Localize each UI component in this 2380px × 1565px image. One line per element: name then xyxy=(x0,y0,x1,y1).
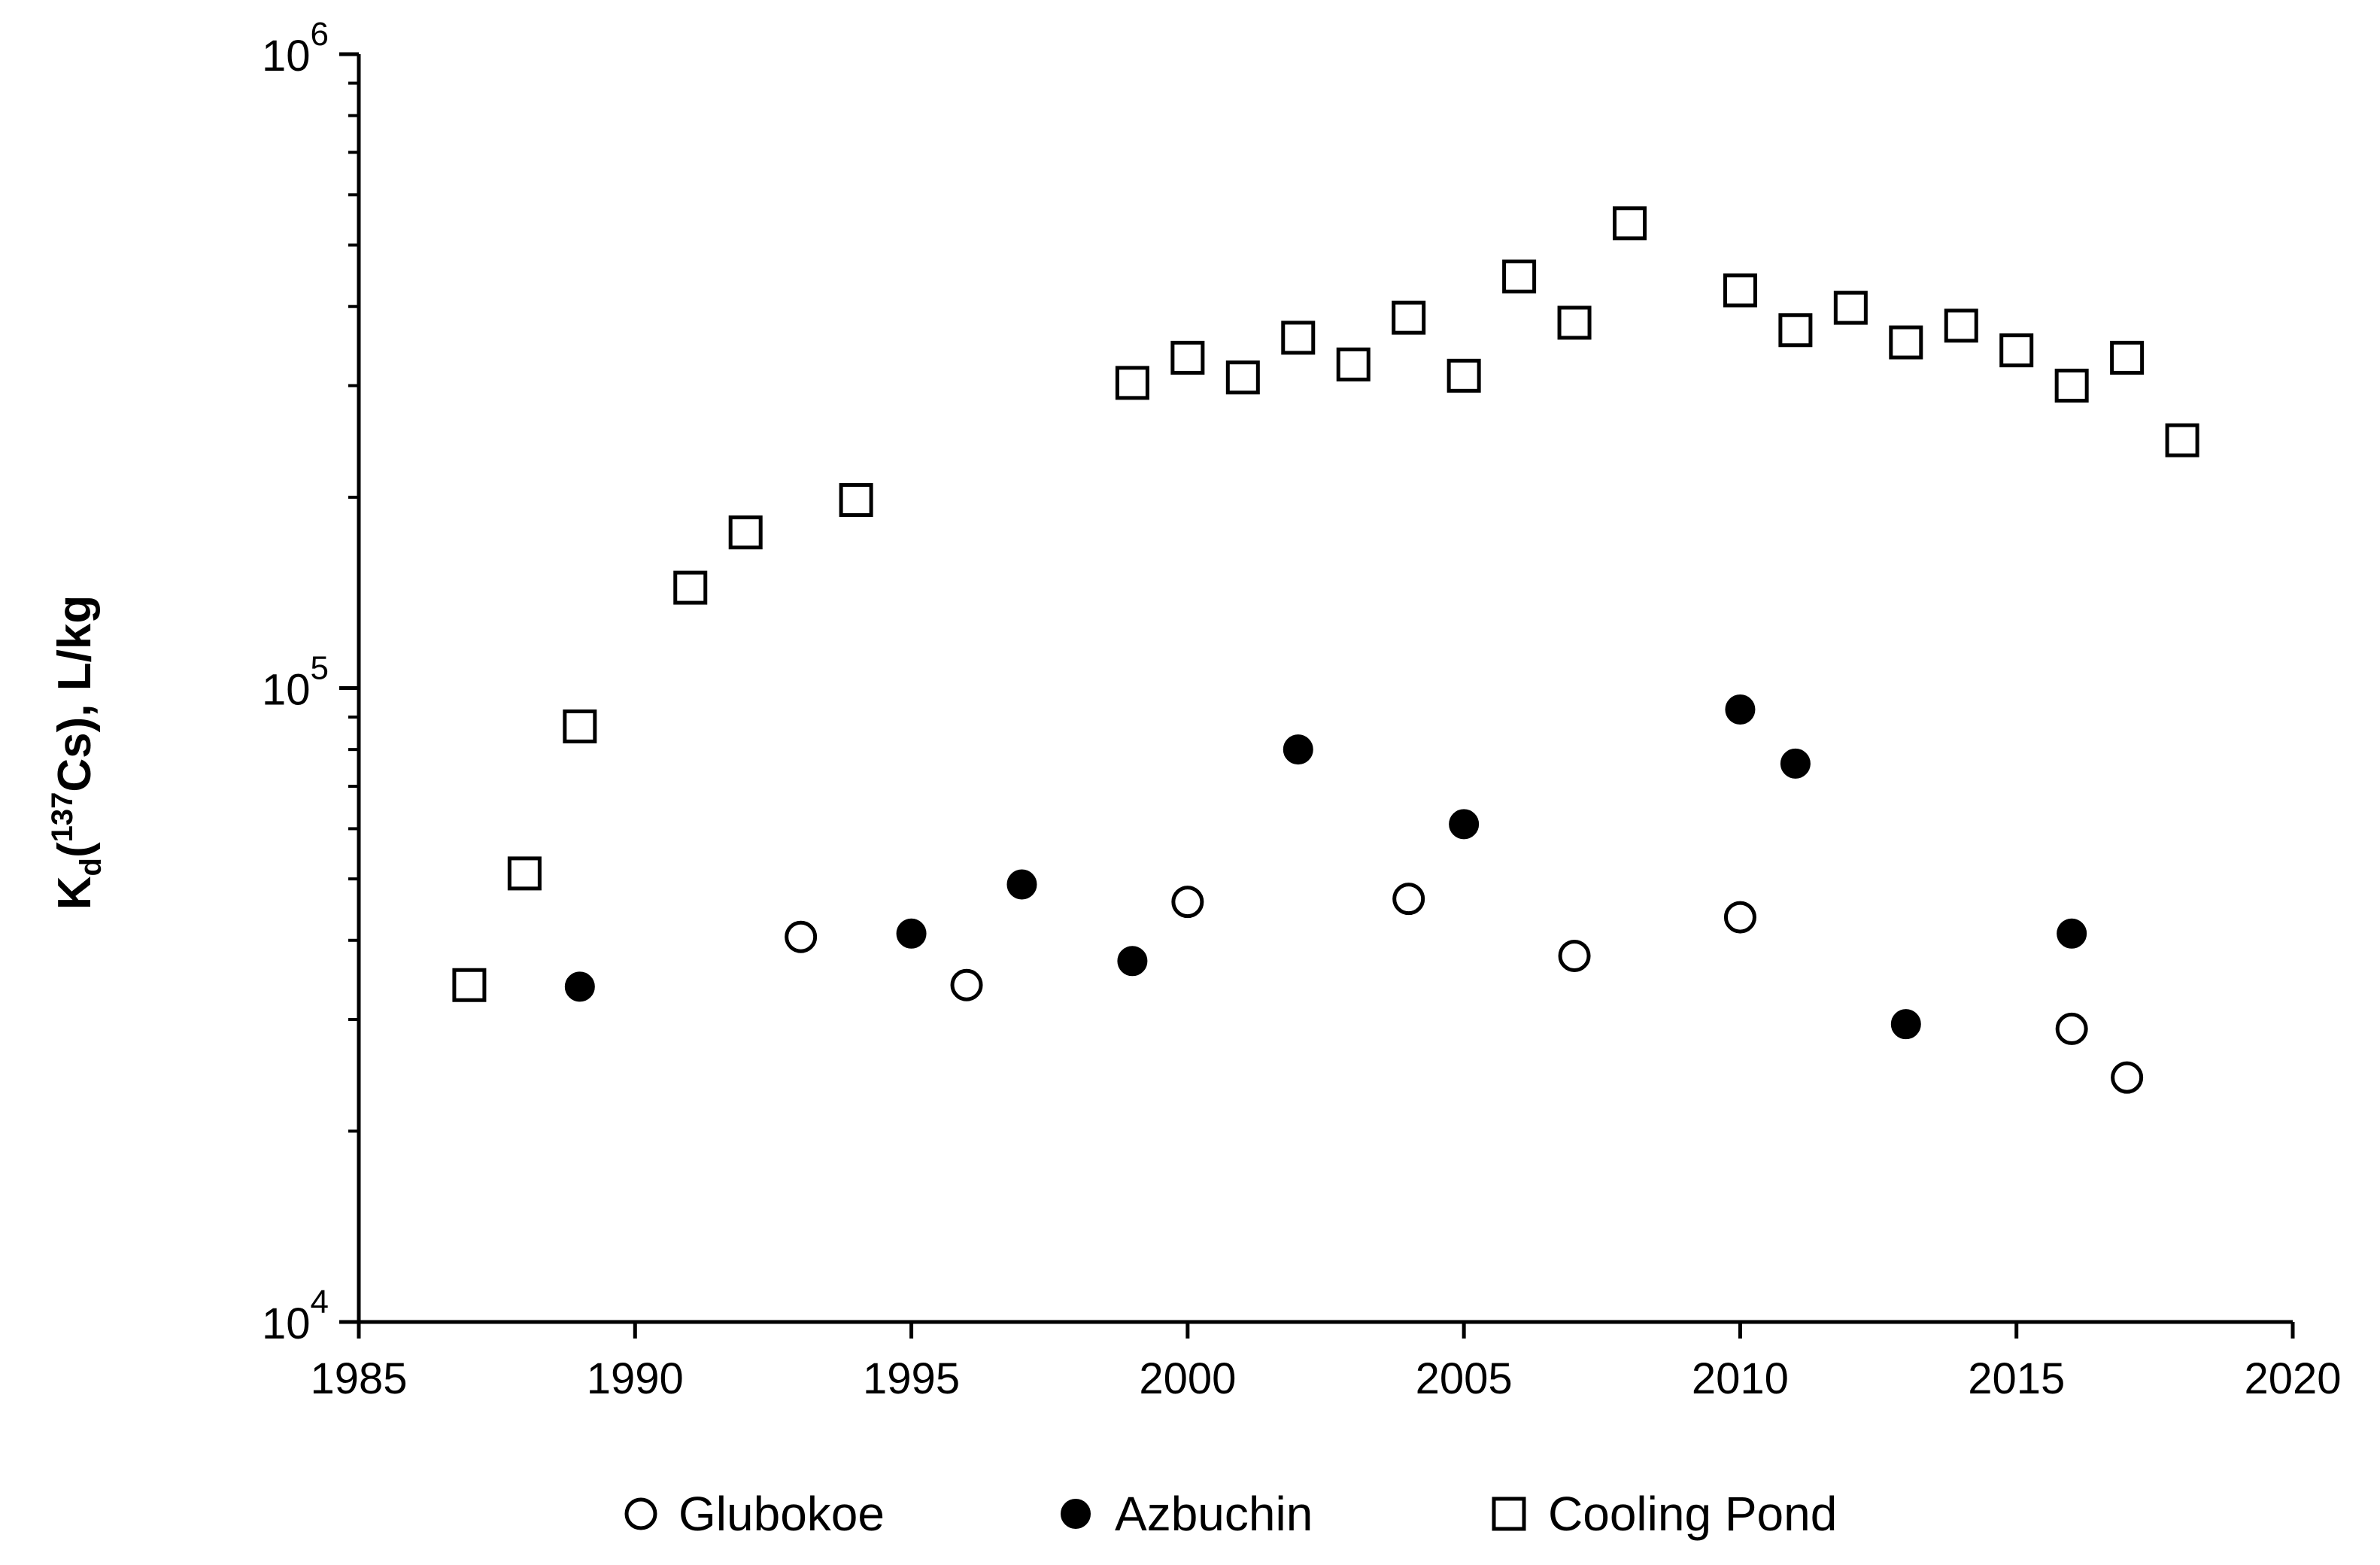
series-glubokoe xyxy=(785,883,2144,1094)
y-axis-label-prefix: K xyxy=(49,876,101,910)
azbuchin-point xyxy=(896,918,927,949)
x-tick-label: 2015 xyxy=(1968,1354,2065,1403)
x-tick-label: 1990 xyxy=(587,1354,684,1403)
y-axis-label-rest: Cs), L/kg xyxy=(49,595,101,792)
x-tick-label: 2000 xyxy=(1139,1354,1236,1403)
y-tick-label: 105 xyxy=(262,650,329,715)
azbuchin-point xyxy=(1890,1009,1921,1040)
cooling-pond-point xyxy=(1447,358,1481,393)
glubokoe-point xyxy=(1171,886,1204,919)
cooling-pond-point xyxy=(839,483,873,518)
cooling-pond-point xyxy=(1170,340,1205,375)
cooling-pond-point xyxy=(2054,369,2089,403)
cooling-pond-point xyxy=(563,709,597,743)
cooling-pond-point xyxy=(1889,325,1923,360)
legend-label-cooling-pond: Cooling Pond xyxy=(1548,1487,1837,1541)
cooling-pond-point xyxy=(1225,360,1260,395)
x-tick-label: 2005 xyxy=(1416,1354,1513,1403)
glubokoe-point xyxy=(950,968,983,1001)
x-tick-labels: 1985 1990 1995 2000 2005 2010 2015 2020 xyxy=(310,1354,2341,1403)
cooling-pond-point xyxy=(2110,340,2145,375)
cooling-pond-point xyxy=(1115,366,1149,400)
series-cooling-pond xyxy=(452,206,2199,1002)
cooling-pond-point xyxy=(1944,308,1978,343)
glubokoe-point xyxy=(1558,939,1591,972)
cooling-pond-point xyxy=(1392,300,1426,335)
azbuchin-point xyxy=(1725,694,1756,725)
x-tick-label: 1985 xyxy=(310,1354,407,1403)
cooling-pond-point xyxy=(1778,313,1813,348)
cooling-pond-point xyxy=(1502,259,1537,293)
cooling-pond-point xyxy=(1999,333,2034,368)
x-tick-label: 2010 xyxy=(1692,1354,1789,1403)
y-tick-label: 106 xyxy=(262,16,329,81)
cooling-pond-point xyxy=(1336,347,1371,381)
data-points xyxy=(452,206,2199,1094)
x-tick-label: 2020 xyxy=(2244,1354,2341,1403)
cooling-pond-point xyxy=(1833,290,1868,325)
legend: Glubokoe Azbuchin Cooling Pond xyxy=(624,1487,1837,1541)
y-tick-base: 10 xyxy=(262,32,311,81)
y-tick-exponent: 6 xyxy=(311,16,329,53)
cooling-pond-point xyxy=(728,515,763,550)
series-azbuchin xyxy=(564,694,2087,1040)
legend-item-azbuchin: Azbuchin xyxy=(1061,1487,1313,1541)
glubokoe-point xyxy=(1392,883,1425,916)
azbuchin-point xyxy=(1449,809,1480,840)
azbuchin-point xyxy=(1283,734,1313,765)
y-axis-label-subscript: d xyxy=(74,858,108,876)
cooling-pond-point xyxy=(1281,321,1316,355)
azbuchin-point xyxy=(1117,946,1148,977)
legend-item-glubokoe: Glubokoe xyxy=(624,1487,885,1541)
azbuchin-point xyxy=(2057,918,2087,949)
y-tick-base: 10 xyxy=(262,666,311,715)
y-tick-base: 10 xyxy=(262,1299,311,1348)
cooling-pond-point xyxy=(1613,206,1647,241)
y-axis-label-open: ( xyxy=(49,842,101,858)
cooling-pond-point xyxy=(1557,305,1592,340)
x-tick-label: 1995 xyxy=(863,1354,960,1403)
azbuchin-point xyxy=(564,971,595,1002)
azbuchin-point xyxy=(1006,869,1037,900)
legend-item-cooling-pond: Cooling Pond xyxy=(1492,1487,1837,1541)
y-tick-exponent: 5 xyxy=(311,650,329,687)
y-axis-label: Kd(137Cs), L/kg xyxy=(46,595,108,910)
cooling-pond-point xyxy=(673,570,708,605)
glubokoe-point xyxy=(2055,1012,2088,1045)
cooling-pond-point xyxy=(1723,273,1757,308)
legend-label-glubokoe: Glubokoe xyxy=(678,1487,885,1541)
y-tick-exponent: 4 xyxy=(311,1284,329,1320)
legend-marker-cooling-pond xyxy=(1492,1497,1526,1531)
cooling-pond-point xyxy=(452,968,487,1002)
legend-marker-glubokoe xyxy=(624,1497,657,1530)
legend-label-azbuchin: Azbuchin xyxy=(1115,1487,1313,1541)
cooling-pond-point xyxy=(2165,423,2199,457)
cooling-pond-point xyxy=(507,856,542,891)
legend-marker-azbuchin xyxy=(1061,1499,1091,1529)
glubokoe-point xyxy=(2111,1061,2144,1094)
azbuchin-point xyxy=(1780,748,1811,779)
y-axis-label-superscript: 137 xyxy=(46,792,79,843)
glubokoe-point xyxy=(1723,901,1756,934)
y-tick-label: 104 xyxy=(262,1284,329,1348)
glubokoe-point xyxy=(785,920,818,953)
axes xyxy=(339,52,2295,1339)
